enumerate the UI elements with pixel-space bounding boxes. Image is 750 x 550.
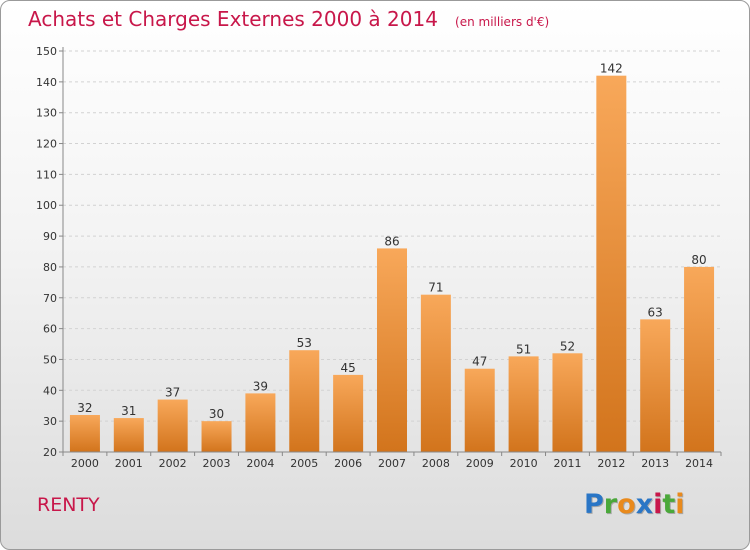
chart-title: Achats et Charges Externes 2000 à 2014 [28, 7, 438, 31]
x-tick-label: 2003 [203, 457, 231, 470]
y-tick-label: 140 [36, 76, 57, 89]
y-tick-label: 120 [36, 138, 57, 151]
proxiti-logo: Proxiti [584, 489, 685, 520]
logo-letter: P [584, 489, 604, 520]
y-tick-label: 40 [43, 384, 57, 397]
bar [640, 319, 671, 452]
x-tick-label: 2010 [510, 457, 538, 470]
bar [157, 399, 188, 452]
logo-letter: r [603, 489, 618, 520]
x-tick-label: 2000 [71, 457, 99, 470]
x-tick-label: 2005 [290, 457, 318, 470]
bar [333, 374, 364, 452]
bar-value-label: 39 [253, 379, 268, 393]
bar [464, 368, 495, 452]
bar [684, 266, 715, 452]
bar-value-label: 63 [648, 305, 663, 319]
y-tick-label: 90 [43, 230, 57, 243]
x-tick-label: 2012 [597, 457, 625, 470]
y-tick-label: 30 [43, 415, 57, 428]
x-tick-label: 2014 [685, 457, 713, 470]
labels: 20 30 40 50 60 70 80 90 100 110 120 130 140 150 32 2000… [36, 45, 713, 470]
bar [69, 414, 100, 452]
bar-value-label: 86 [384, 234, 399, 248]
bar-value-label: 31 [121, 404, 136, 418]
x-tick-label: 2007 [378, 457, 406, 470]
bar [113, 418, 144, 452]
bars [69, 75, 715, 452]
logo-letter: x [635, 489, 654, 520]
y-tick-label: 70 [43, 292, 57, 305]
x-tick-label: 2011 [553, 457, 581, 470]
bar-value-label: 142 [600, 62, 623, 76]
x-tick-label: 2009 [466, 457, 494, 470]
bar-value-label: 52 [560, 339, 575, 353]
bar-value-label: 37 [165, 386, 180, 400]
logo-letter: t [662, 489, 676, 520]
logo-letter: o [617, 489, 636, 520]
bar [201, 421, 232, 452]
logo-letter: i [653, 489, 663, 520]
bar [596, 75, 627, 452]
bar-value-label: 45 [340, 361, 355, 375]
bar-value-label: 53 [297, 336, 312, 350]
x-tick-label: 2002 [159, 457, 187, 470]
bar-value-label: 30 [209, 407, 224, 421]
bar [377, 248, 407, 452]
bar-value-label: 32 [77, 401, 92, 415]
bar-value-label: 51 [516, 342, 531, 356]
y-tick-label: 130 [36, 107, 57, 120]
x-tick-label: 2004 [246, 457, 274, 470]
y-tick-label: 60 [43, 323, 57, 336]
y-tick-label: 110 [36, 168, 57, 181]
y-tick-label: 80 [43, 261, 57, 274]
y-tick-label: 20 [43, 446, 57, 459]
bar [420, 294, 451, 452]
x-tick-label: 2001 [115, 457, 143, 470]
bar [289, 350, 320, 452]
bar [245, 393, 276, 452]
chart-header: Achats et Charges Externes 2000 à 2014 (… [28, 7, 549, 31]
bar [508, 356, 539, 452]
bar-value-label: 71 [428, 281, 443, 295]
bar-value-label: 80 [691, 253, 706, 267]
y-tick-label: 150 [36, 45, 57, 58]
chart-subtitle: (en milliers d'€) [455, 15, 550, 29]
logo-letter: i [675, 489, 685, 520]
axes [59, 47, 722, 456]
x-tick-label: 2006 [334, 457, 362, 470]
bar-value-label: 47 [472, 355, 487, 369]
bar [552, 353, 583, 452]
y-tick-label: 100 [36, 199, 57, 212]
y-tick-label: 50 [43, 353, 57, 366]
place-name: RENTY [37, 494, 100, 516]
x-tick-label: 2008 [422, 457, 450, 470]
x-tick-label: 2013 [641, 457, 669, 470]
